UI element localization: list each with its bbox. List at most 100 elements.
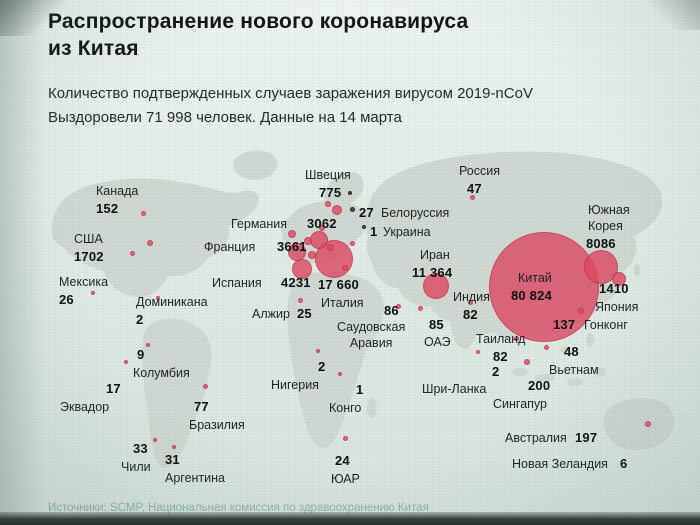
country-label-uae: ОАЭ bbox=[424, 335, 451, 349]
country-value-canada: 152 bbox=[96, 201, 119, 216]
case-bubble bbox=[349, 240, 355, 246]
country-value-chile: 33 bbox=[133, 441, 148, 456]
country-label-usa: США bbox=[74, 232, 103, 246]
continent-africa bbox=[287, 272, 384, 449]
country-value-japan: 1410 bbox=[599, 281, 629, 296]
page-subtitle: Количество подтвержденных случаев зараже… bbox=[48, 85, 533, 126]
country-label-congo: Конго bbox=[329, 401, 362, 415]
island-borneo bbox=[560, 347, 570, 353]
country-value-sweden: 775 bbox=[319, 185, 342, 200]
country-label-mexico: Мексика bbox=[59, 275, 109, 289]
country-value-brazil: 77 bbox=[194, 399, 209, 414]
country-value-dominicana: 2 bbox=[136, 312, 144, 327]
country-label-thailand: Таиланд bbox=[476, 332, 526, 346]
continent-australia bbox=[603, 397, 675, 451]
island-java bbox=[535, 374, 555, 382]
country-value-new-zealand: 6 bbox=[620, 456, 628, 471]
country-value-mexico: 26 bbox=[59, 292, 74, 307]
case-bubble bbox=[524, 359, 530, 365]
continent-south-america bbox=[142, 318, 212, 469]
country-label-spain: Испания bbox=[212, 276, 262, 290]
country-label-argentina: Аргентина bbox=[165, 471, 225, 485]
dark-case-dot bbox=[349, 206, 355, 212]
case-bubble bbox=[304, 237, 312, 245]
case-bubble bbox=[342, 435, 348, 441]
country-value-congo: 1 bbox=[356, 382, 364, 397]
case-bubble bbox=[326, 243, 334, 251]
case-bubble bbox=[469, 194, 475, 200]
screen-bottom-bezel bbox=[0, 512, 700, 525]
country-value-france: 3661 bbox=[277, 239, 307, 254]
case-bubble bbox=[146, 343, 150, 347]
island-japan-south bbox=[633, 264, 641, 276]
country-label-algeria: Алжир bbox=[252, 307, 290, 321]
country-label-germany: Германия bbox=[231, 217, 288, 231]
country-label-sweden: Швеция bbox=[305, 168, 351, 182]
country-label-chile: Чили bbox=[121, 460, 151, 474]
country-label-ecuador: Эквадор bbox=[60, 400, 110, 414]
country-value-australia: 197 bbox=[575, 430, 598, 445]
case-bubble bbox=[147, 240, 153, 246]
case-bubble bbox=[467, 299, 473, 305]
country-label-nigeria: Нигерия bbox=[271, 378, 319, 392]
case-bubble bbox=[172, 445, 176, 449]
country-value-italy: 17 660 bbox=[318, 277, 359, 292]
case-bubble bbox=[489, 232, 599, 342]
island-greenland bbox=[233, 150, 277, 180]
country-label-russia: Россия bbox=[459, 164, 500, 178]
page-title: Распространение нового коронавируса из К… bbox=[48, 10, 469, 60]
case-bubble bbox=[153, 438, 157, 442]
case-bubble bbox=[129, 250, 135, 256]
island-philippines bbox=[586, 333, 594, 347]
country-label-brazil: Бразилия bbox=[189, 418, 245, 432]
case-bubble bbox=[543, 344, 549, 350]
case-bubble bbox=[319, 225, 325, 231]
country-label-sri-lanka: Шри-Ланка bbox=[422, 382, 487, 396]
country-label-vietnam: Вьетнам bbox=[549, 363, 599, 377]
country-label-dominicana: Доминикана bbox=[136, 295, 208, 309]
country-label-france: Франция bbox=[204, 240, 256, 254]
case-bubble bbox=[476, 350, 480, 354]
country-label-iran: Иран bbox=[420, 248, 450, 262]
country-value-usa: 1702 bbox=[74, 249, 104, 264]
case-bubble bbox=[417, 305, 423, 311]
country-value-india: 82 bbox=[463, 307, 478, 322]
country-value-iran: 11 364 bbox=[412, 265, 453, 280]
country-label-japan: Япония bbox=[595, 300, 639, 314]
country-value-ukraine: 1 bbox=[370, 224, 378, 239]
case-bubble bbox=[325, 201, 331, 207]
case-bubble bbox=[342, 265, 348, 271]
country-label-south-korea: Южная Корея bbox=[588, 203, 630, 233]
case-bubble bbox=[156, 296, 160, 300]
country-label-singapore: Сингапур bbox=[493, 397, 547, 411]
country-value-germany: 3062 bbox=[307, 216, 337, 231]
country-value-russia: 47 bbox=[467, 181, 482, 196]
country-label-new-zealand: Новая Зеландия bbox=[512, 457, 608, 471]
case-bubble bbox=[513, 335, 519, 341]
country-value-algeria: 25 bbox=[297, 306, 312, 321]
island-madagascar bbox=[367, 398, 377, 418]
island-sumatra bbox=[512, 368, 528, 376]
case-bubble bbox=[310, 231, 328, 249]
case-bubble bbox=[297, 297, 303, 303]
country-label-india: Индия bbox=[453, 290, 490, 304]
dark-case-dot bbox=[362, 225, 366, 229]
country-value-belarus: 27 bbox=[359, 205, 374, 220]
case-bubble bbox=[338, 372, 342, 376]
island-new-guinea bbox=[594, 367, 606, 377]
case-bubble bbox=[332, 205, 342, 215]
country-value-sri-lanka: 2 bbox=[492, 364, 500, 379]
country-label-south-africa: ЮАР bbox=[331, 472, 360, 486]
case-bubble bbox=[292, 259, 312, 279]
country-value-south-africa: 24 bbox=[335, 453, 350, 468]
case-bubble bbox=[612, 272, 626, 286]
country-value-spain: 4231 bbox=[281, 275, 311, 290]
country-value-nigeria: 2 bbox=[318, 359, 326, 374]
country-label-canada: Канада bbox=[96, 184, 139, 198]
country-label-australia: Австралия bbox=[505, 431, 567, 445]
region-india bbox=[449, 294, 483, 349]
case-bubble bbox=[91, 291, 95, 295]
country-label-hong-kong: Гонконг bbox=[584, 318, 628, 332]
country-value-thailand: 82 bbox=[493, 349, 508, 364]
